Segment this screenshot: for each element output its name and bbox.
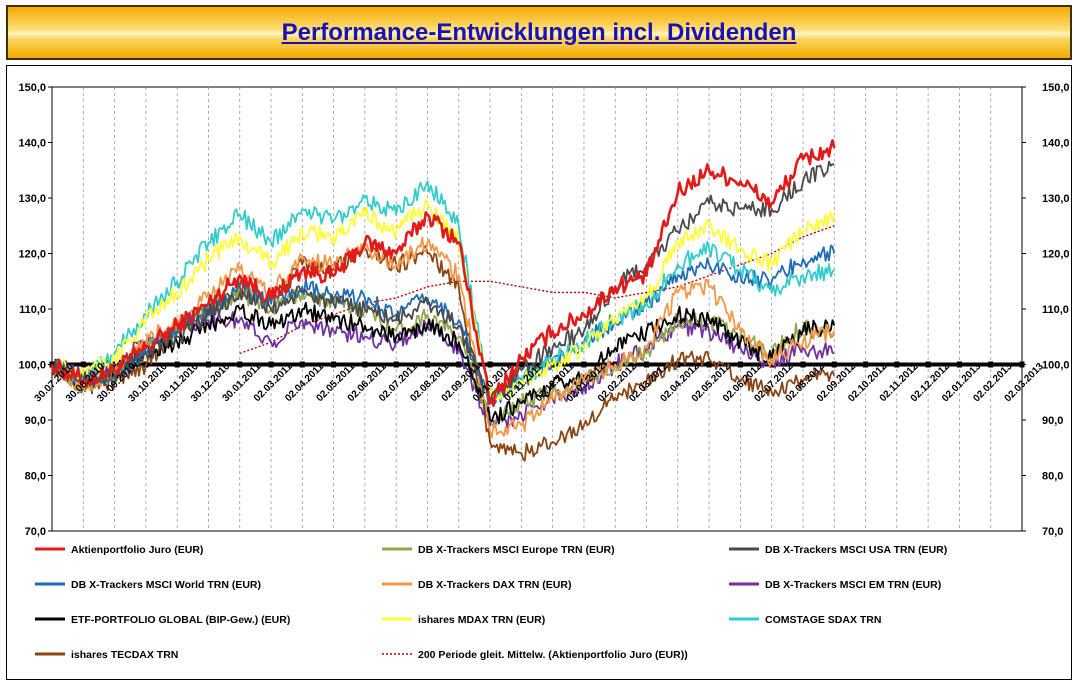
series-line-8 xyxy=(51,180,835,399)
reference-marker xyxy=(675,361,681,368)
reference-marker xyxy=(268,361,274,368)
reference-marker xyxy=(737,361,743,368)
reference-marker xyxy=(863,361,869,368)
y-tick-label-right: 150,0 xyxy=(1042,82,1070,94)
reference-marker xyxy=(362,361,368,368)
chart-frame: 70,0 70,0 80,0 80,0 90,0 90,0 100,0 100,0 110,0 1… xyxy=(6,65,1072,680)
y-tick-label-left: 130,0 xyxy=(18,193,46,205)
y-tick-label-left: 150,0 xyxy=(18,82,46,94)
reference-marker xyxy=(456,361,462,368)
legend-label: DB X-Trackers MSCI Europe TRN (EUR) xyxy=(418,544,615,556)
reference-marker xyxy=(644,361,650,368)
legend-label: COMSTAGE SDAX TRN xyxy=(765,614,881,626)
y-tick-label-right: 110,0 xyxy=(1042,304,1069,316)
y-tick-label-left: 100,0 xyxy=(18,360,46,372)
y-tick-label-right: 120,0 xyxy=(1042,249,1070,261)
reference-marker xyxy=(393,361,399,368)
chart-title: Performance-Entwicklungen incl. Dividend… xyxy=(281,18,797,46)
reference-marker xyxy=(1019,361,1025,368)
y-tick-label-left: 110,0 xyxy=(19,304,46,316)
legend-label: 200 Periode gleit. Mittelw. (Aktienportf… xyxy=(418,649,688,661)
series-line-6 xyxy=(51,301,836,425)
reference-marker xyxy=(988,361,994,368)
chart-title-banner: Performance-Entwicklungen incl. Dividend… xyxy=(6,5,1072,60)
reference-marker xyxy=(518,361,524,368)
y-tick-label-right: 70,0 xyxy=(1042,526,1063,538)
legend-label: ishares MDAX TRN (EUR) xyxy=(418,614,545,626)
legend-label: ishares TECDAX TRN xyxy=(71,649,178,661)
reference-marker xyxy=(80,361,86,368)
legend-label: DB X-Trackers DAX TRN (EUR) xyxy=(418,579,571,591)
reference-marker xyxy=(174,361,180,368)
y-tick-label-left: 90,0 xyxy=(25,415,46,427)
legend-label: ETF-PORTFOLIO GLOBAL (BIP-Gew.) (EUR) xyxy=(71,614,290,626)
y-tick-label-right: 100,0 xyxy=(1042,360,1070,372)
y-tick-label-left: 70,0 xyxy=(25,526,46,538)
reference-marker xyxy=(831,361,837,368)
reference-marker xyxy=(925,361,931,368)
reference-marker xyxy=(487,361,493,368)
y-tick-label-left: 120,0 xyxy=(18,249,46,261)
reference-marker xyxy=(424,361,430,368)
legend-label: Aktienportfolio Juro (EUR) xyxy=(71,544,203,556)
series-line-1 xyxy=(51,287,836,428)
reference-marker xyxy=(894,361,900,368)
y-tick-label-right: 90,0 xyxy=(1042,415,1063,427)
reference-marker xyxy=(956,361,962,368)
legend-label: DB X-Trackers MSCI EM TRN (EUR) xyxy=(765,579,941,591)
line-chart: 70,0 70,0 80,0 80,0 90,0 90,0 100,0 100,0 110,0 1… xyxy=(18,82,1070,661)
y-tick-label-left: 80,0 xyxy=(25,471,46,483)
series-line-2 xyxy=(51,160,835,405)
y-tick-label-right: 140,0 xyxy=(1042,138,1070,150)
reference-marker xyxy=(237,361,243,368)
reference-marker xyxy=(581,361,587,368)
y-tick-label-right: 80,0 xyxy=(1042,471,1063,483)
y-tick-label-left: 140,0 xyxy=(18,138,46,150)
legend-label: DB X-Trackers MSCI USA TRN (EUR) xyxy=(765,544,947,556)
reference-marker xyxy=(706,361,712,368)
reference-marker xyxy=(299,361,305,368)
reference-marker xyxy=(800,361,806,368)
series-line-0 xyxy=(50,139,836,407)
legend-label: DB X-Trackers MSCI World TRN (EUR) xyxy=(71,579,261,591)
reference-marker xyxy=(205,361,211,368)
y-tick-label-right: 130,0 xyxy=(1042,193,1070,205)
series-line-7 xyxy=(51,198,836,401)
reference-marker xyxy=(331,361,337,368)
